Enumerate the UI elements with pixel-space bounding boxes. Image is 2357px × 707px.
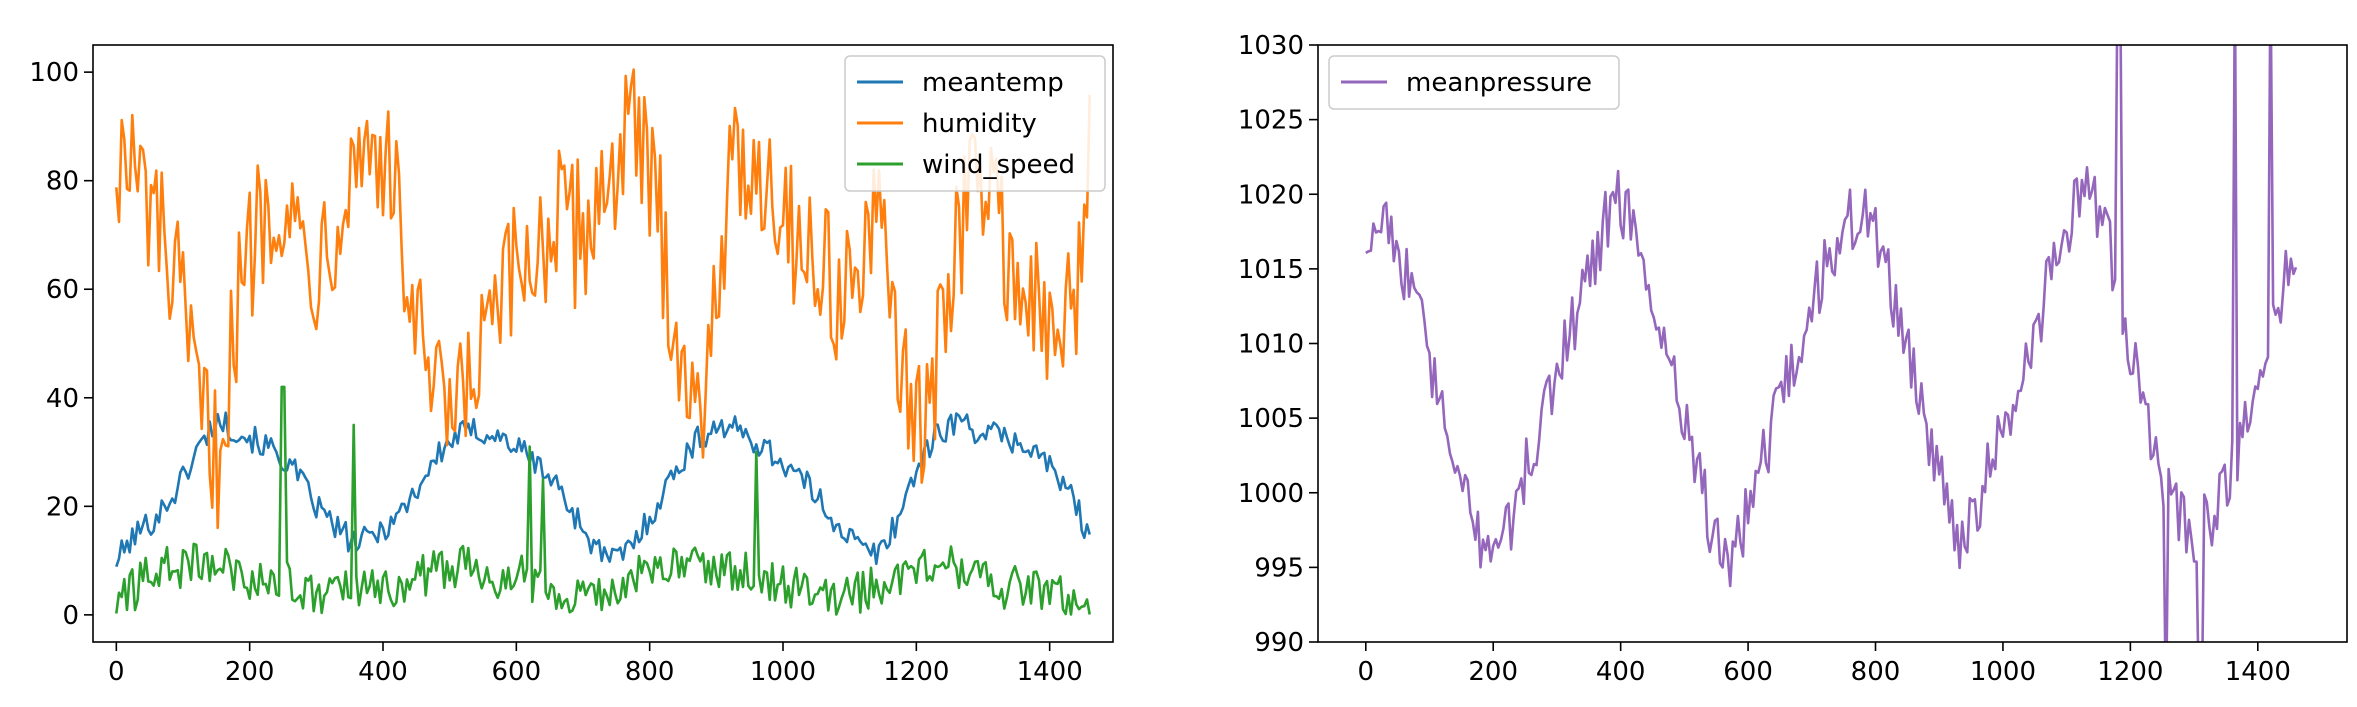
- y-tick-label: 80: [46, 167, 79, 197]
- x-tick-label: 0: [108, 657, 125, 687]
- legend: meantemp humidity wind_speed: [844, 55, 1106, 192]
- series-line-meanpressure: [1365, 45, 2298, 642]
- legend-label-humidity: humidity: [922, 109, 1037, 139]
- legend-box: [844, 55, 1106, 192]
- y-tick-label: 995: [1254, 553, 1304, 583]
- x-tick-label: 200: [225, 657, 275, 687]
- series-line-meantemp: [115, 411, 1091, 568]
- x-tick-label: 1000: [1970, 657, 2036, 687]
- x-tick-label: 200: [1468, 657, 1518, 687]
- y-tick-label: 1005: [1238, 404, 1304, 434]
- y-tick-label: 0: [62, 601, 79, 631]
- weather-lines-chart: 0 200 400 600 800 1000 1200 1400 0 20 40 60 80 100 mea…: [29, 44, 1114, 687]
- x-tick-label: 800: [625, 657, 675, 687]
- y-tick-label: 990: [1254, 628, 1304, 658]
- x-tick-label: 400: [358, 657, 408, 687]
- x-tick-label: 400: [1596, 657, 1646, 687]
- y-tick-label: 1020: [1238, 180, 1304, 210]
- legend: meanpressure: [1328, 55, 1620, 110]
- series-line-wind_speed: [115, 385, 1091, 616]
- legend-label-meantemp: meantemp: [922, 68, 1064, 98]
- y-tick-label: 40: [46, 384, 79, 414]
- y-tick-label: 1010: [1238, 330, 1304, 360]
- x-tick-label: 1400: [1017, 657, 1083, 687]
- x-tick-label: 800: [1851, 657, 1901, 687]
- y-tick-label: 1025: [1238, 106, 1304, 136]
- y-tick-label: 1015: [1238, 255, 1304, 285]
- series-line-humidity: [115, 68, 1091, 530]
- y-tick-label: 20: [46, 492, 79, 522]
- x-tick-label: 1200: [883, 657, 949, 687]
- plot-area: [115, 68, 1091, 616]
- x-tick-label: 600: [492, 657, 542, 687]
- y-tick-label: 60: [46, 275, 79, 305]
- x-tick-label: 1200: [2097, 657, 2163, 687]
- y-tick-label: 1000: [1238, 479, 1304, 509]
- x-tick-label: 600: [1723, 657, 1773, 687]
- y-tick-label: 1030: [1238, 31, 1304, 61]
- legend-box: [1328, 55, 1620, 110]
- x-tick-label: 1400: [2225, 657, 2291, 687]
- plot-area: [1365, 45, 2298, 642]
- meanpressure-chart: 0 200 400 600 800 1000 1200 1400 990 995 1000 1005 1…: [1238, 31, 2348, 687]
- x-tick-label: 0: [1358, 657, 1375, 687]
- x-tick-label: 1000: [750, 657, 816, 687]
- legend-label-wind_speed: wind_speed: [922, 150, 1075, 180]
- legend-label-meanpressure: meanpressure: [1406, 68, 1592, 98]
- axes-frame: [92, 44, 1114, 643]
- y-tick-label: 100: [29, 58, 79, 88]
